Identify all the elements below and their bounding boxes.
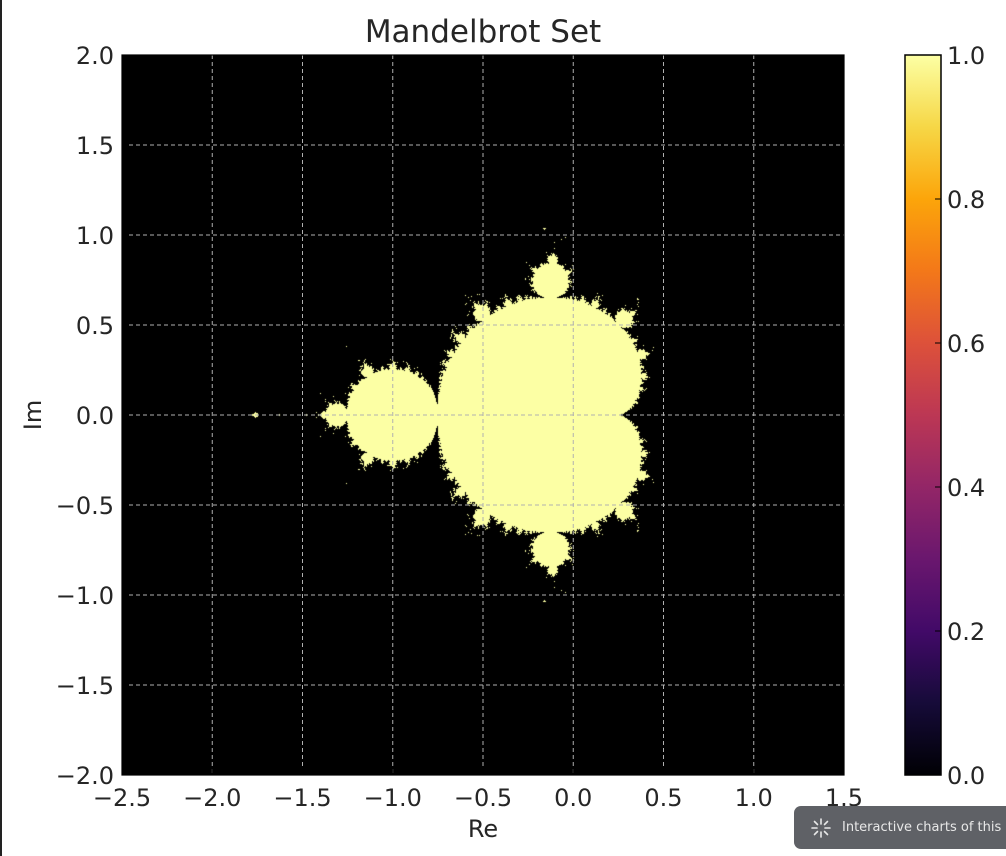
y-tick-label: −1.5 [56,672,114,700]
x-axis: −2.5 −2.0 −1.5 −1.0 −0.5 0.0 0.5 1.0 1.5 [93,769,863,812]
x-tick-label: 1.0 [735,784,773,812]
y-tick-label: −2.0 [56,762,114,790]
colorbar-tick-label: 0.2 [947,618,985,646]
y-tick-label: 0.5 [76,312,114,340]
toast-text: Interactive charts of this [842,820,1002,835]
x-tick-label: −1.5 [273,784,331,812]
x-tick-label: −1.0 [364,784,422,812]
y-tick-label: 1.0 [76,222,114,250]
colorbar-tick-label: 1.0 [947,42,985,70]
y-tick-label: −1.0 [56,582,114,610]
x-axis-label: Re [468,815,498,843]
colorbar [904,54,942,776]
y-axis: −2.0 −1.5 −1.0 −0.5 0.0 0.5 1.0 1.5 2.0 [56,42,128,790]
y-tick-label: 0.0 [76,402,114,430]
x-tick-label: 0.0 [554,784,592,812]
interactive-charts-toast[interactable]: Interactive charts of this [794,806,1006,849]
colorbar-tick-label: 0.4 [947,474,985,502]
colorbar-tick-label: 0.6 [947,330,985,358]
colorbar-tick-label: 0.0 [947,762,985,790]
colorbar-tick-label: 0.8 [947,186,985,214]
chart-title: Mandelbrot Set [365,14,601,50]
x-tick-label: −0.5 [454,784,512,812]
x-tick-label: −2.5 [93,784,151,812]
y-tick-label: −0.5 [56,492,114,520]
sparkle-icon [811,817,831,838]
y-axis-label: Im [19,400,47,430]
colorbar-ticks: 0.0 0.2 0.4 0.6 0.8 1.0 [935,42,985,790]
window-border [0,0,2,856]
y-tick-label: 2.0 [76,42,114,70]
x-tick-label: 0.5 [644,784,682,812]
y-tick-label: 1.5 [76,132,114,160]
x-tick-label: −2.0 [183,784,241,812]
